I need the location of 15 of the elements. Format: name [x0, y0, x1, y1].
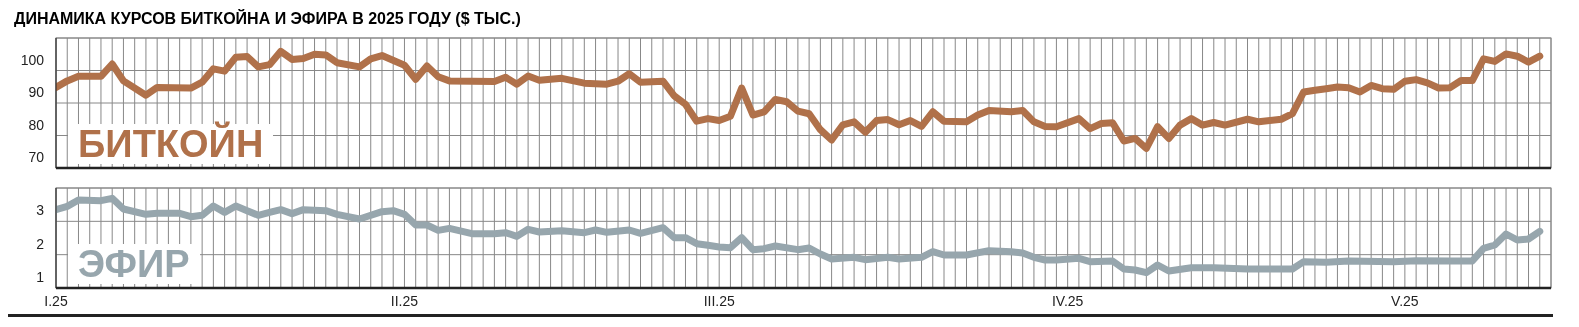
x-tick-label: I.25 — [44, 293, 68, 309]
series-label: БИТКОЙН — [68, 123, 274, 165]
y-tick-label: 2 — [36, 235, 45, 252]
y-tick-label: 100 — [20, 51, 45, 68]
y-tick-label: 70 — [28, 149, 45, 165]
y-tick-label: 1 — [36, 269, 45, 285]
chart-title: ДИНАМИКА КУРСОВ БИТКОЙНА И ЭФИРА В 2025 ГОДУ ($ ТЫС.) — [13, 8, 522, 29]
y-tick-label: 90 — [28, 84, 45, 100]
x-tick-label: III.25 — [703, 293, 735, 309]
x-tick-label: IV.25 — [1051, 293, 1084, 309]
y-tick-label: 3 — [36, 202, 45, 219]
y-tick-label: 80 — [28, 116, 45, 133]
x-tick-label: V.25 — [1391, 293, 1419, 309]
x-tick-label: II.25 — [390, 293, 419, 309]
series-label: ЭФИР — [68, 243, 200, 285]
